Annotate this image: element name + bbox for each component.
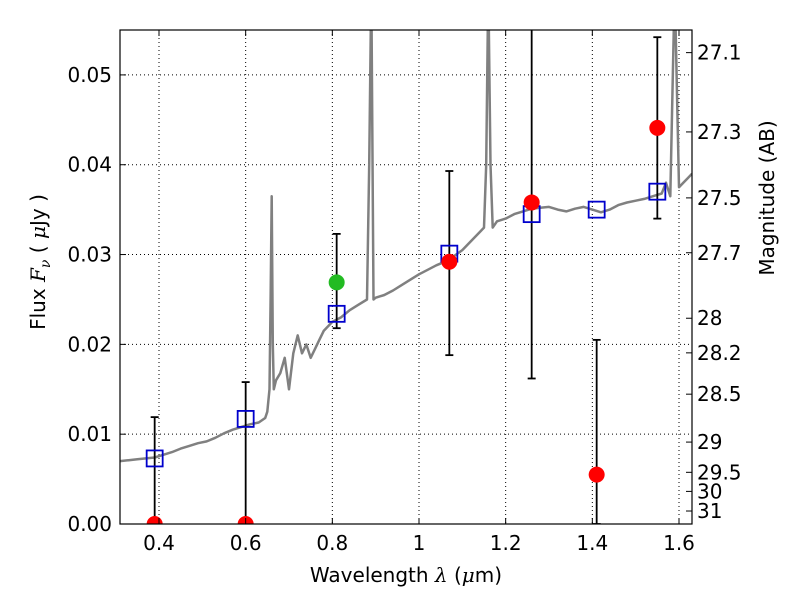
x-tick-label: 1.4 xyxy=(576,531,608,555)
y-tick-label: 0.01 xyxy=(67,422,112,446)
plot-frame xyxy=(119,29,693,525)
y2-tick-label: 29 xyxy=(697,430,722,454)
y-tick-label: 0.04 xyxy=(67,153,112,177)
y2-tick-label: 27.5 xyxy=(697,186,742,210)
y2-tick-label: 29.5 xyxy=(697,460,742,484)
x-tick-label: 1 xyxy=(413,531,426,555)
y-tick-label: 0.03 xyxy=(67,243,112,267)
observed-point xyxy=(649,119,666,136)
x-tick-label: 0.6 xyxy=(230,531,262,555)
y2-axis-label: Magnitude (AB) xyxy=(755,120,779,275)
x-tick-label: 1.6 xyxy=(663,531,695,555)
model-square xyxy=(145,449,164,468)
observed-point xyxy=(441,253,458,270)
spectrum-layer xyxy=(120,30,692,463)
y2-tick-label: 28 xyxy=(697,306,722,330)
x-tick-label: 0.4 xyxy=(143,531,175,555)
model-square xyxy=(648,182,667,201)
highlight-point xyxy=(328,274,345,291)
y-tick-label: 0.02 xyxy=(67,332,112,356)
y2-tick-label: 31 xyxy=(697,499,722,523)
y2-tick-label: 30 xyxy=(697,479,722,503)
model-square xyxy=(236,410,255,428)
model-square xyxy=(587,200,606,219)
y2-tick-label: 27.7 xyxy=(697,241,742,265)
model-square xyxy=(327,304,346,323)
y-axis-label: Flux Fν ( μJy ) xyxy=(26,194,54,330)
y-tick-label: 0.05 xyxy=(67,63,112,87)
x-axis-label: Wavelength λ (μm) xyxy=(310,563,502,587)
y2-tick-label: 27.1 xyxy=(697,41,742,65)
y-tick-label: 0.00 xyxy=(67,512,112,536)
y2-tick-label: 28.2 xyxy=(697,341,742,365)
x-tick-label: 0.8 xyxy=(316,531,348,555)
errorbar-layer xyxy=(150,30,662,524)
y2-tick-label: 28.5 xyxy=(697,382,742,406)
observed-point xyxy=(523,194,540,211)
grid xyxy=(120,30,692,525)
y2-tick-label: 27.3 xyxy=(697,120,742,144)
observed-point xyxy=(588,466,605,483)
marker-layer xyxy=(145,119,667,524)
x-tick-label: 1.2 xyxy=(490,531,522,555)
spectrum-line xyxy=(120,30,692,463)
axis-ticks: 0.4 0.6 0.8 1 1.2 1.4 1.6 0.00 0.01 0.02 0.03 0.04 0… xyxy=(67,30,742,555)
